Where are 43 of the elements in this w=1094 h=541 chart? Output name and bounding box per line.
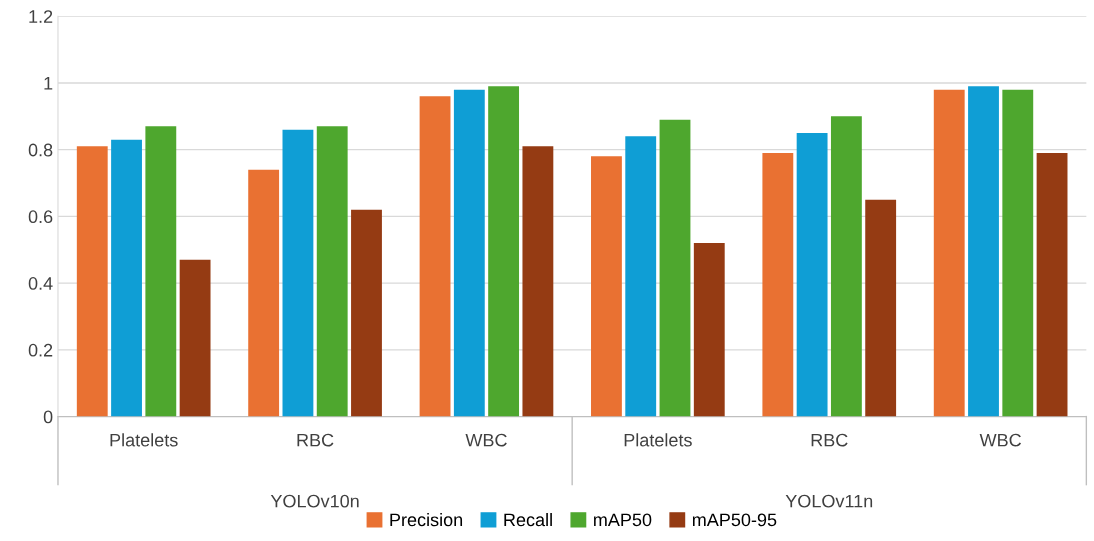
bar [282, 129, 314, 417]
legend-label: mAP50-95 [692, 513, 777, 527]
bar [488, 86, 520, 417]
bar [625, 136, 657, 417]
text: YOLOv11n [785, 494, 873, 508]
x-tick-label: RBC [297, 433, 334, 447]
bar [179, 259, 211, 417]
x-tick-label: Platelets [110, 433, 178, 447]
legend-label: Precision [390, 512, 463, 527]
text: YOLOv10n [270, 494, 359, 508]
bar [865, 199, 897, 417]
y-tick-label: 0.4 [28, 277, 53, 290]
bar [968, 86, 999, 417]
y-tick-label: 1.2 [29, 10, 53, 23]
bar [76, 146, 108, 417]
bar [145, 126, 177, 417]
bar [351, 209, 382, 417]
bar [1002, 89, 1034, 417]
bar [933, 89, 965, 417]
bar [762, 153, 794, 417]
bar [522, 146, 554, 417]
bar [111, 139, 142, 417]
bar [1036, 153, 1068, 417]
bar [248, 169, 280, 417]
bar [796, 133, 828, 417]
bar [659, 119, 691, 417]
y-tick-label: 1 [44, 77, 53, 90]
y-tick-label: 0.2 [28, 343, 53, 357]
bar [316, 126, 348, 417]
bar [591, 156, 622, 417]
y-tick-label: 0 [43, 410, 53, 424]
bar [693, 243, 725, 417]
legend-label: mAP50 [594, 513, 652, 527]
x-tick-label: WBC [979, 433, 1022, 447]
bar [419, 96, 451, 417]
x-tick-label: WBC [465, 433, 507, 447]
bar [830, 116, 862, 417]
x-tick-label: Platelets [624, 433, 692, 447]
bar [453, 89, 485, 417]
y-tick-label: 0.6 [28, 210, 53, 224]
legend-label: Recall [504, 512, 552, 527]
y-tick-label: 0.8 [28, 143, 53, 157]
x-tick-label: RBC [811, 433, 848, 447]
